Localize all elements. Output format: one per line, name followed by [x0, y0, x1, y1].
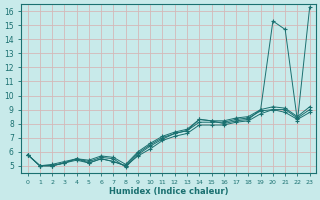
X-axis label: Humidex (Indice chaleur): Humidex (Indice chaleur): [109, 187, 228, 196]
